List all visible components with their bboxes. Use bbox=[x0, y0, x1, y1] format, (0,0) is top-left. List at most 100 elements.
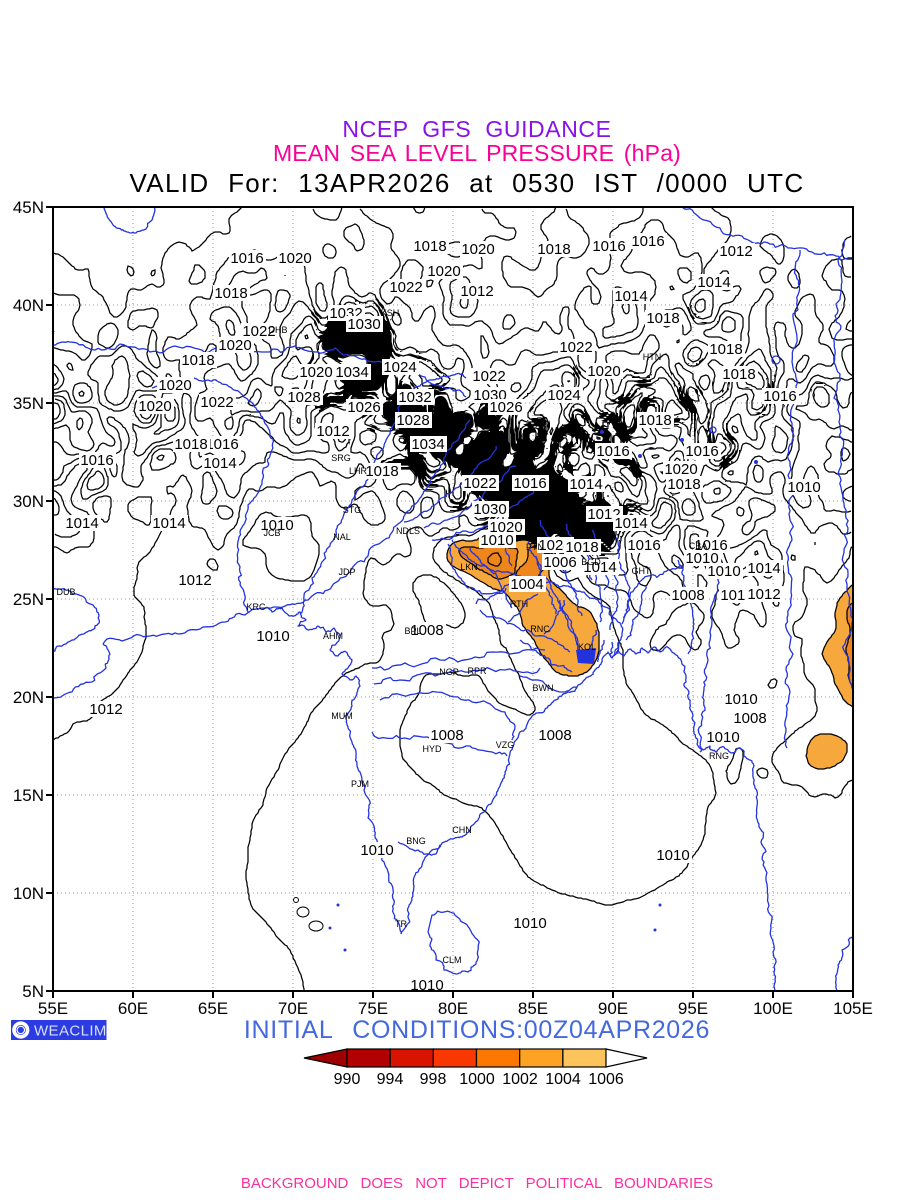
svg-text:1018: 1018 bbox=[565, 539, 598, 556]
svg-text:70E: 70E bbox=[278, 999, 308, 1018]
svg-text:1016: 1016 bbox=[685, 443, 718, 460]
svg-text:1008: 1008 bbox=[410, 622, 443, 639]
svg-text:1018: 1018 bbox=[709, 341, 742, 358]
svg-text:INITIAL CONDITIONS:00Z04APR202: INITIAL CONDITIONS:00Z04APR2026 bbox=[244, 1016, 710, 1044]
svg-text:1014: 1014 bbox=[583, 559, 616, 576]
svg-text:1010: 1010 bbox=[656, 847, 689, 864]
svg-text:1016: 1016 bbox=[694, 537, 727, 554]
svg-text:80E: 80E bbox=[438, 999, 468, 1018]
svg-text:AHM: AHM bbox=[323, 631, 343, 641]
svg-text:35N: 35N bbox=[13, 394, 44, 413]
svg-text:1022: 1022 bbox=[389, 279, 422, 296]
svg-text:45N: 45N bbox=[13, 198, 44, 217]
svg-text:1024: 1024 bbox=[547, 387, 580, 404]
svg-text:HYD: HYD bbox=[422, 744, 442, 754]
svg-text:1020: 1020 bbox=[427, 263, 460, 280]
svg-text:1018: 1018 bbox=[365, 463, 398, 480]
svg-text:DHB: DHB bbox=[268, 325, 287, 335]
svg-text:100E: 100E bbox=[753, 999, 793, 1018]
svg-text:95E: 95E bbox=[678, 999, 708, 1018]
svg-text:RNG: RNG bbox=[709, 751, 729, 761]
svg-text:NAL: NAL bbox=[333, 532, 351, 542]
svg-text:1024: 1024 bbox=[538, 537, 571, 554]
svg-text:1008: 1008 bbox=[671, 587, 704, 604]
svg-text:1010: 1010 bbox=[724, 691, 757, 708]
svg-text:1012: 1012 bbox=[89, 701, 122, 718]
svg-text:BGD: BGD bbox=[581, 557, 601, 567]
svg-text:JCB: JCB bbox=[263, 528, 280, 538]
svg-text:1014: 1014 bbox=[569, 476, 602, 493]
svg-text:1016: 1016 bbox=[230, 250, 263, 267]
svg-text:1016: 1016 bbox=[592, 238, 625, 255]
svg-text:1010: 1010 bbox=[260, 517, 293, 534]
svg-text:1020: 1020 bbox=[278, 250, 311, 267]
svg-text:990: 990 bbox=[334, 1071, 361, 1088]
svg-text:PJM: PJM bbox=[351, 779, 369, 789]
svg-text:KSH: KSH bbox=[381, 308, 400, 318]
svg-text:SRG: SRG bbox=[331, 453, 351, 463]
svg-text:1022: 1022 bbox=[463, 475, 496, 492]
svg-text:1020: 1020 bbox=[299, 364, 332, 381]
svg-text:1020: 1020 bbox=[489, 519, 522, 536]
svg-text:BWN: BWN bbox=[533, 683, 554, 693]
svg-text:1006: 1006 bbox=[588, 1071, 624, 1088]
svg-text:JDP: JDP bbox=[338, 567, 355, 577]
svg-text:1018: 1018 bbox=[174, 436, 207, 453]
svg-text:1028: 1028 bbox=[287, 389, 320, 406]
svg-text:55E: 55E bbox=[38, 999, 68, 1018]
svg-text:1020: 1020 bbox=[138, 398, 171, 415]
svg-text:TR: TR bbox=[395, 919, 407, 929]
svg-text:1016: 1016 bbox=[596, 443, 629, 460]
svg-text:1004: 1004 bbox=[510, 576, 543, 593]
svg-text:1018: 1018 bbox=[181, 352, 214, 369]
svg-text:1014: 1014 bbox=[614, 288, 647, 305]
svg-text:90E: 90E bbox=[598, 999, 628, 1018]
svg-text:1004: 1004 bbox=[545, 1071, 581, 1088]
svg-text:1008: 1008 bbox=[538, 727, 571, 744]
svg-text:1016: 1016 bbox=[80, 452, 113, 469]
svg-text:BNG: BNG bbox=[406, 836, 426, 846]
svg-text:60E: 60E bbox=[118, 999, 148, 1018]
svg-text:1018: 1018 bbox=[214, 285, 247, 302]
svg-text:1008: 1008 bbox=[430, 727, 463, 744]
svg-text:MUM: MUM bbox=[331, 711, 353, 721]
svg-text:1022: 1022 bbox=[200, 394, 233, 411]
svg-text:1030: 1030 bbox=[473, 501, 506, 518]
svg-text:1012: 1012 bbox=[178, 572, 211, 589]
svg-text:1014: 1014 bbox=[697, 274, 730, 291]
svg-text:1020: 1020 bbox=[158, 377, 191, 394]
svg-text:1022: 1022 bbox=[242, 323, 275, 340]
svg-text:1024: 1024 bbox=[383, 359, 416, 376]
svg-text:1012: 1012 bbox=[747, 586, 780, 603]
svg-text:1006: 1006 bbox=[543, 554, 576, 571]
svg-text:1000: 1000 bbox=[459, 1071, 495, 1088]
svg-text:1012: 1012 bbox=[719, 243, 752, 260]
svg-text:994: 994 bbox=[377, 1071, 404, 1088]
svg-text:RNC: RNC bbox=[530, 624, 550, 634]
svg-text:998: 998 bbox=[420, 1071, 447, 1088]
svg-text:1010: 1010 bbox=[707, 563, 740, 580]
svg-text:VZG: VZG bbox=[496, 740, 515, 750]
svg-text:1012: 1012 bbox=[720, 587, 753, 604]
svg-text:1020: 1020 bbox=[218, 337, 251, 354]
svg-text:85E: 85E bbox=[518, 999, 548, 1018]
svg-text:PTN: PTN bbox=[526, 542, 544, 552]
svg-text:RPR: RPR bbox=[467, 666, 487, 676]
svg-text:1016: 1016 bbox=[205, 436, 238, 453]
svg-text:1016: 1016 bbox=[627, 537, 660, 554]
svg-text:LKN: LKN bbox=[460, 562, 478, 572]
svg-text:1034: 1034 bbox=[335, 364, 368, 381]
svg-text:1010: 1010 bbox=[410, 977, 443, 994]
svg-text:HTN: HTN bbox=[643, 352, 662, 362]
svg-text:30N: 30N bbox=[13, 492, 44, 511]
svg-text:1028: 1028 bbox=[396, 412, 429, 429]
svg-text:1010: 1010 bbox=[256, 628, 289, 645]
svg-text:1026: 1026 bbox=[489, 399, 522, 416]
svg-text:1010: 1010 bbox=[706, 729, 739, 746]
svg-text:1014: 1014 bbox=[152, 515, 185, 532]
svg-text:1008: 1008 bbox=[733, 710, 766, 727]
svg-text:1002: 1002 bbox=[502, 1071, 538, 1088]
svg-text:1012: 1012 bbox=[460, 283, 493, 300]
svg-text:RTH: RTH bbox=[510, 599, 528, 609]
svg-text:105E: 105E bbox=[833, 999, 873, 1018]
